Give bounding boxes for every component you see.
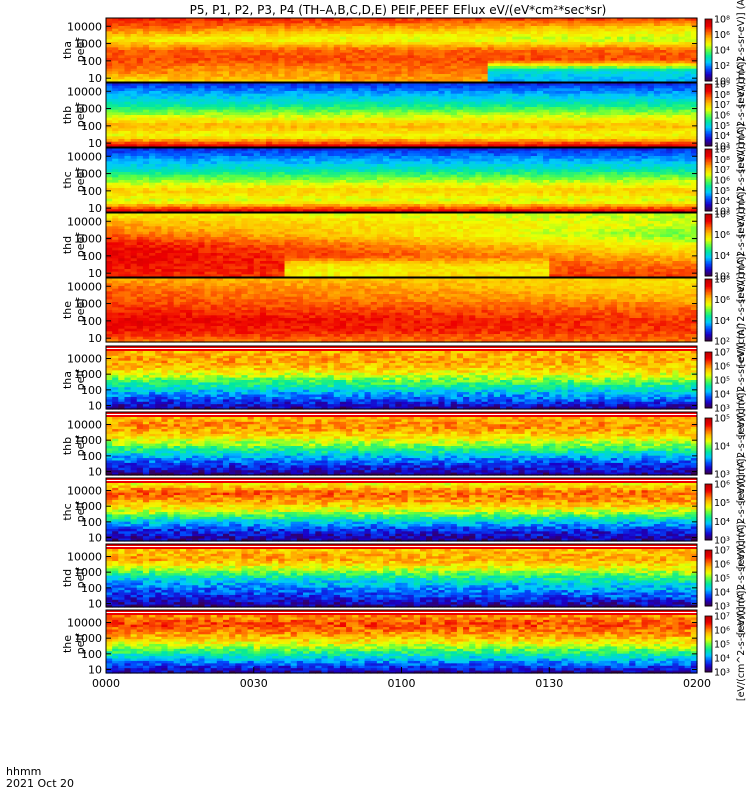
panel-product-label: peef (74, 102, 87, 128)
spectrogram-cells (106, 83, 698, 148)
colorbar-tick-label: 10⁴ (714, 131, 730, 142)
y-tick-label: 10000 (67, 20, 102, 33)
colorbar-tick-label: 10⁶ (714, 111, 730, 122)
panel-product-label: peef (74, 37, 87, 63)
spectrogram-cells (106, 148, 698, 213)
colorbar-tick-label: 10⁸ (714, 90, 730, 101)
y-tick-label: 10000 (67, 85, 102, 98)
spectrogram-cells (106, 18, 698, 83)
colorbar-tick-label: 10⁵ (714, 121, 730, 132)
colorbar-tick-label: 10⁴ (714, 46, 730, 57)
colorbar-tick-label: 10⁷ (714, 100, 730, 111)
colorbar-tick-label: 10⁶ (714, 30, 730, 41)
colorbar-tick-label: 10² (714, 61, 730, 72)
y-tick-label: 10 (88, 137, 102, 150)
chart-title: P5, P1, P2, P3, P4 (TH–A,B,C,D,E) PEIF,P… (190, 3, 607, 17)
colorbar-tick-label: 10⁹ (714, 80, 730, 91)
y-tick-label: 10 (88, 72, 102, 85)
panel-probe-label: tha (61, 41, 74, 59)
colorbar-tick-label: 10⁸ (714, 15, 730, 26)
panel-probe-label: thb (61, 106, 74, 124)
